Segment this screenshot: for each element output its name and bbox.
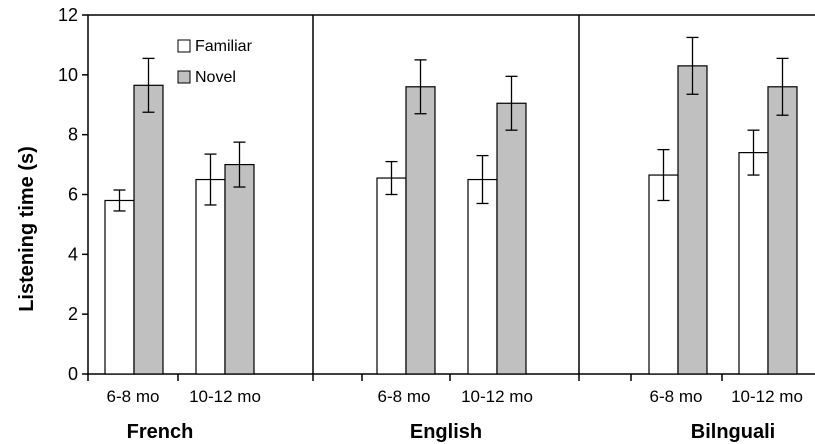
bar-novel [767,86,798,375]
bar-novel [496,102,527,375]
x-category-label: 10-12 mo [189,387,261,406]
x-group-label: Bilnguali [691,421,775,443]
bar-familiar [738,152,769,375]
error-bars [113,36,789,212]
legend-swatch-novel [177,70,191,84]
legend-swatch-familiar [177,39,191,53]
y-tick-label: 6 [68,185,78,205]
y-axis-title: Listening time (s) [16,146,38,312]
x-group-label: English [410,421,482,443]
y-tick-label: 10 [58,65,78,85]
legend: Familiar Novel [177,38,253,86]
bar-familiar [376,177,407,375]
bar-novel [224,163,255,375]
bar-familiar [467,178,498,375]
x-category-label: 6-8 mo [378,387,431,406]
y-tick-label: 2 [68,304,78,324]
x-group-label: French [127,421,194,443]
y-tick-label: 0 [68,364,78,384]
x-category-label: 10-12 mo [461,387,533,406]
bar-familiar [104,199,135,375]
y-tick-label: 8 [68,125,78,145]
y-tick-label: 4 [68,244,78,264]
x-category-label: 6-8 mo [107,387,160,406]
bar-familiar [648,174,679,375]
bar-novel [133,84,164,375]
y-tick-label: 12 [58,5,78,25]
bars [104,65,798,375]
x-category-label: 6-8 mo [650,387,703,406]
bar-familiar [195,178,226,375]
legend-label-familiar: Familiar [195,38,253,55]
bar-novel [405,86,436,375]
x-category-label: 10-12 mo [731,387,803,406]
bar-novel [677,65,708,375]
labels: 0 2 4 6 8 10 12 6-8 mo 10-12 mo French 6-8 mo 10-12… [58,5,803,443]
legend-label-novel: Novel [195,69,236,86]
